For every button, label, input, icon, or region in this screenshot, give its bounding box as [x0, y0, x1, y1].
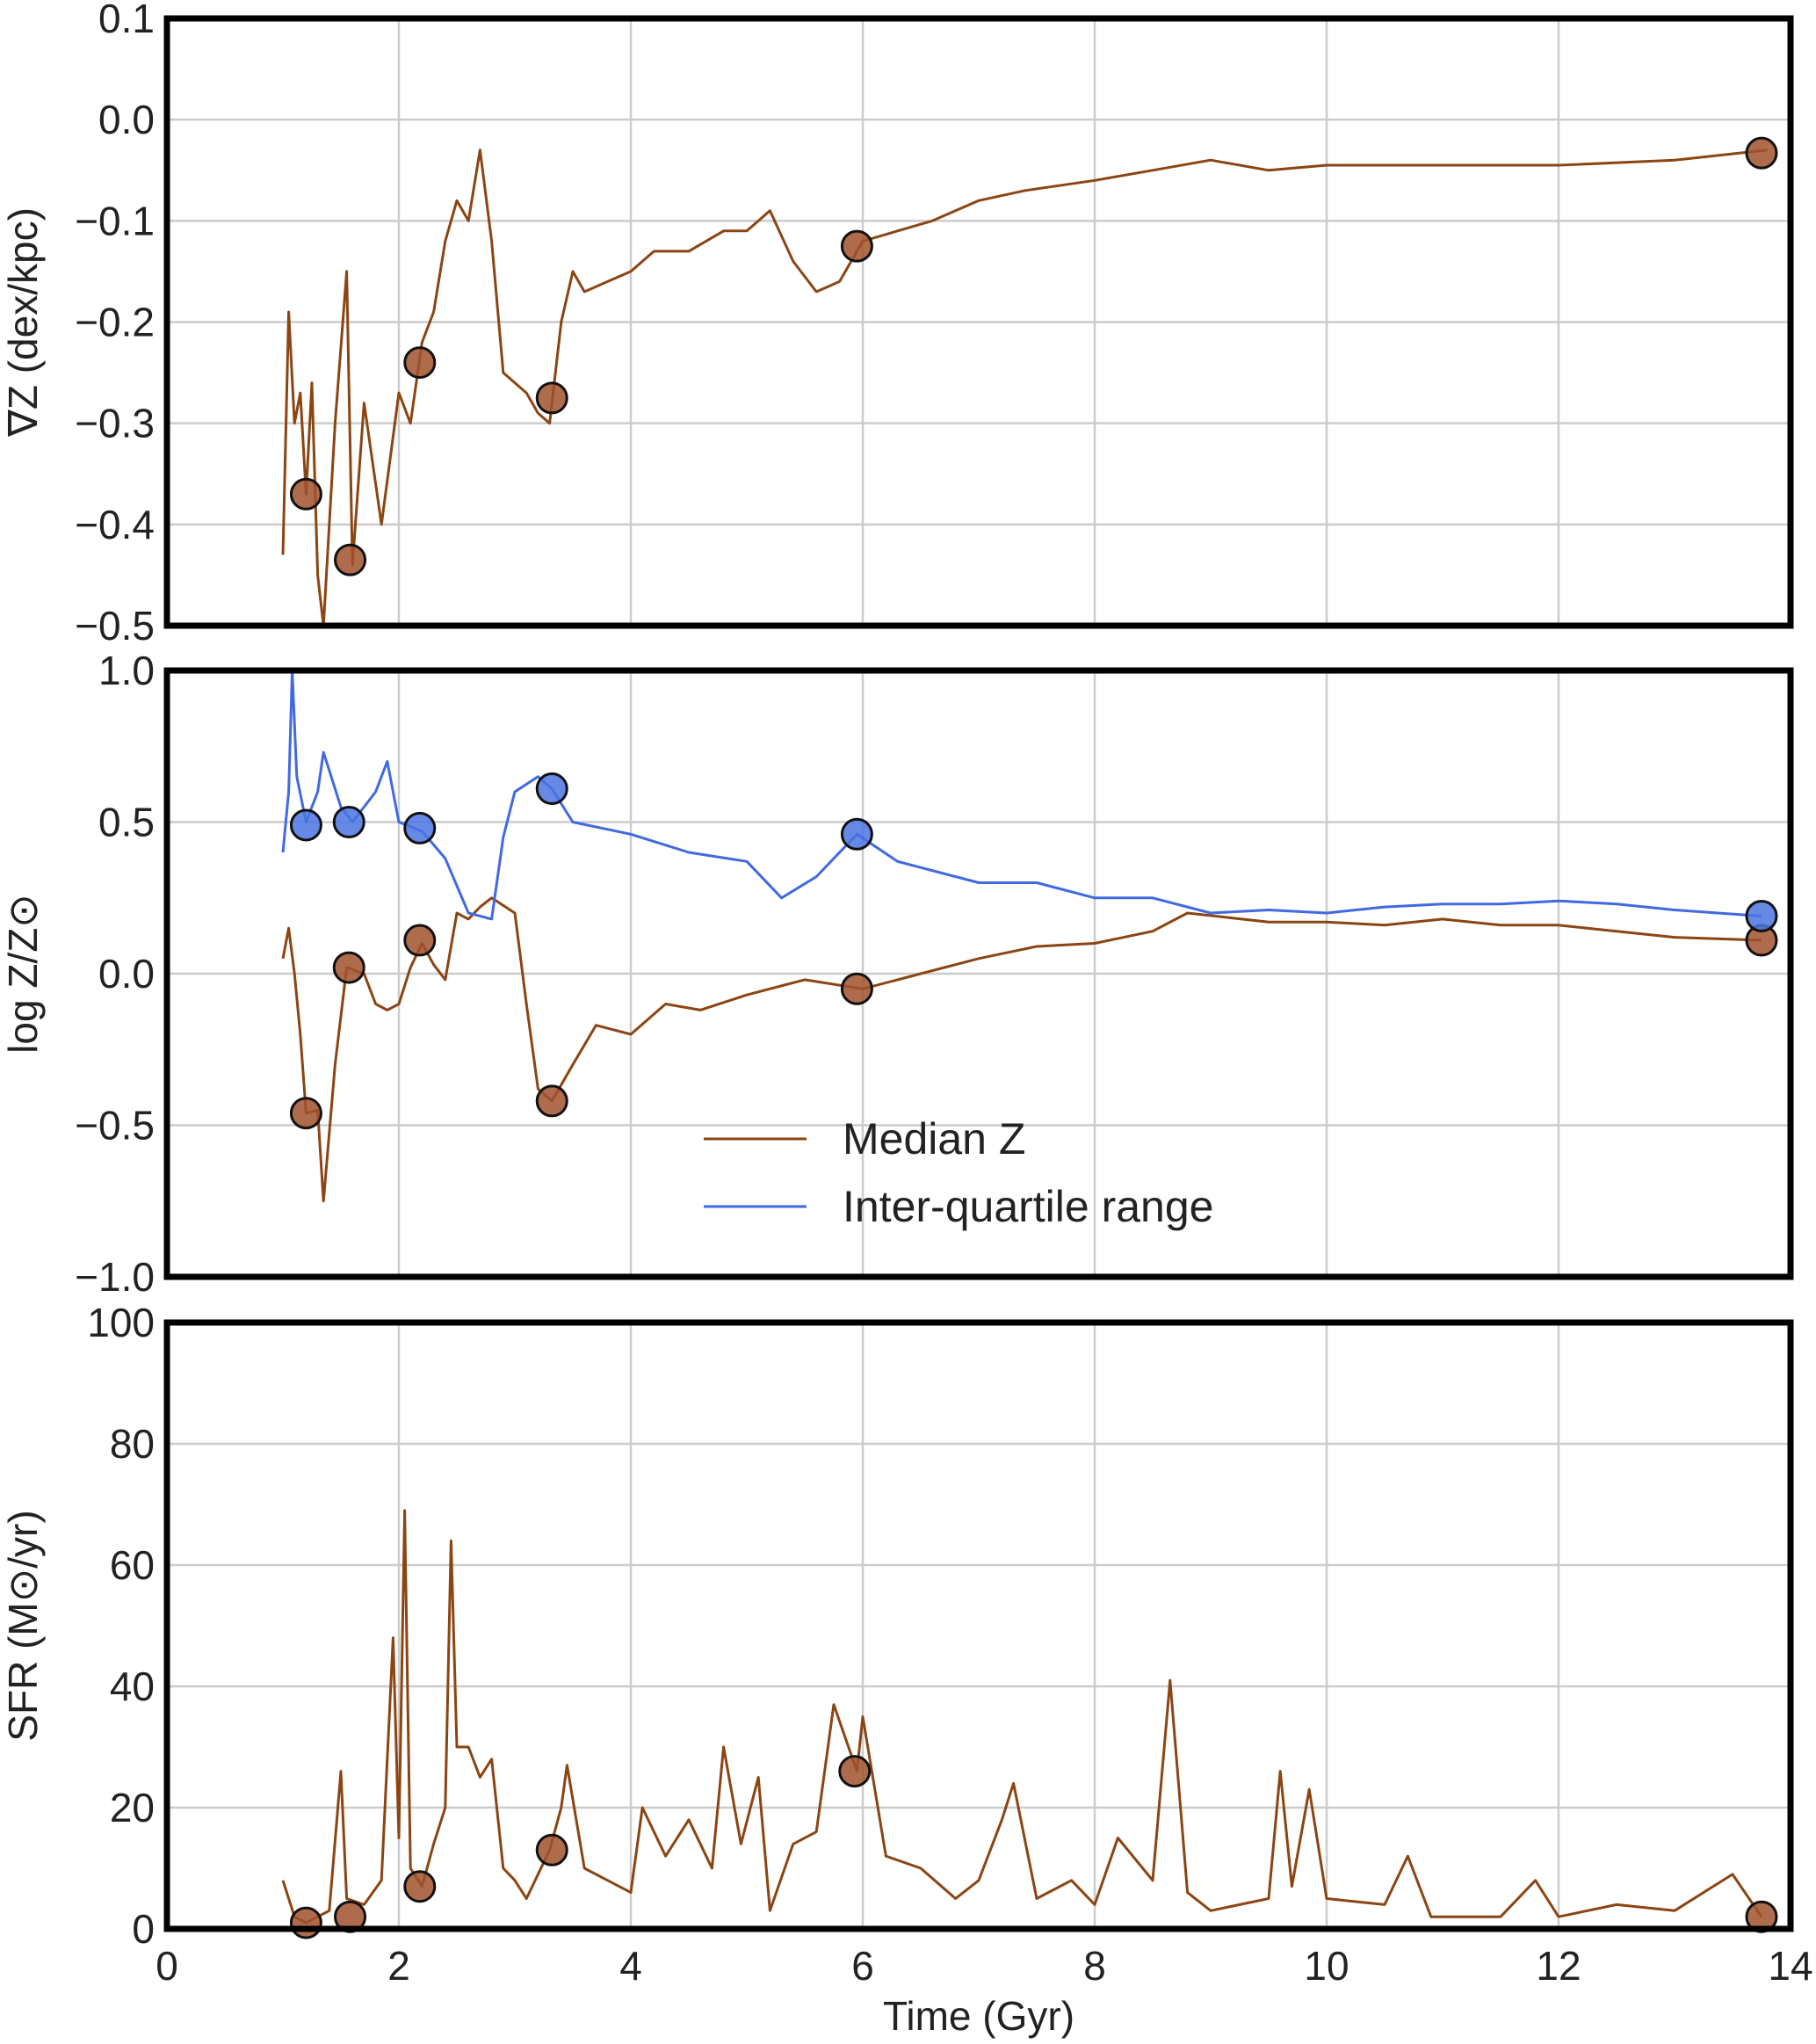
- gradient-panel: 0.1 0.0 −0.1 −0.2 −0.3 −0.4 −0.5 ∇Z (dex/kpc): [0, 0, 1794, 649]
- y-tick-label: 0.0: [98, 951, 155, 997]
- snapshot-marker: [332, 806, 365, 838]
- snapshot-marker: [289, 808, 322, 842]
- snapshot-marker: [535, 1833, 568, 1866]
- y-tick-label: 80: [110, 1421, 155, 1467]
- x-tick-label: 10: [1304, 1943, 1349, 1989]
- y-tick-label: 1.0: [98, 648, 155, 693]
- snapshot-marker: [840, 817, 873, 851]
- y-tick-label: −0.2: [75, 300, 155, 345]
- snapshot-marker: [289, 1906, 322, 1939]
- snapshot-marker: [289, 477, 322, 511]
- x-tick-label: 8: [1083, 1943, 1106, 1989]
- y-axis-label: SFR (M⊙/yr): [0, 1510, 46, 1741]
- snapshot-marker: [535, 1084, 568, 1118]
- y-tick-label: −0.3: [75, 401, 155, 446]
- legend-label: Inter-quartile range: [843, 1182, 1213, 1231]
- series-line-gradient: [281, 149, 1768, 626]
- snapshot-marker: [403, 1870, 437, 1903]
- y-tick-label: 0.5: [98, 800, 155, 845]
- y-tick-label: 40: [110, 1663, 155, 1709]
- legend: Median Z Inter-quartile range: [704, 1114, 1213, 1231]
- metallicity-panel: 1.0 0.5 0.0 −0.5 −1.0 log Z/Z⊙ Median Z Inter-q…: [0, 648, 1794, 1300]
- snapshot-marker: [535, 772, 568, 806]
- x-axis-label: Time (Gyr): [883, 1993, 1074, 2039]
- sfr-panel: 100 80 60 40 20 00 2 4 6 8 10 12 14 SFR (M⊙/yr): [0, 1300, 1813, 1989]
- y-tick-label: −0.1: [75, 198, 155, 243]
- x-tick-label: 6: [851, 1943, 874, 1989]
- y-tick-label: 0.1: [98, 0, 155, 41]
- snapshot-marker: [403, 811, 437, 844]
- y-tick-label: −0.5: [75, 1103, 155, 1149]
- y-axis-label: log Z/Z⊙: [0, 894, 46, 1054]
- snapshot-marker: [403, 346, 437, 380]
- x-tick-label: 14: [1768, 1943, 1812, 1989]
- snapshot-marker: [838, 1755, 872, 1788]
- snapshot-marker: [840, 229, 873, 263]
- snapshot-marker: [334, 543, 367, 576]
- y-tick-label: −0.4: [75, 502, 155, 547]
- y-axis-label: ∇Z (dex/kpc): [0, 207, 46, 438]
- y-tick-label: 100: [87, 1300, 155, 1345]
- series-line-sfr: [281, 1509, 1763, 1924]
- y-tick-label: −1.0: [75, 1254, 155, 1300]
- snapshot-marker: [535, 381, 568, 415]
- plot-frame: [163, 15, 1794, 629]
- plot-area: [281, 149, 1768, 626]
- plot-area: [281, 1509, 1763, 1924]
- plot-frame: [163, 667, 1794, 1280]
- y-tick-label: −0.5: [75, 603, 155, 649]
- x-tick-label: 2: [387, 1943, 410, 1989]
- y-tick-label: 0: [132, 1906, 155, 1952]
- y-tick-label: 0.0: [98, 97, 155, 142]
- x-tick-label: 4: [619, 1943, 642, 1989]
- snapshot-marker: [289, 1097, 322, 1130]
- snapshot-marker: [840, 972, 873, 1005]
- x-tick-label: 0: [156, 1943, 178, 1989]
- snapshot-marker: [1745, 899, 1778, 932]
- legend-label: Median Z: [843, 1114, 1025, 1163]
- snapshot-marker: [1745, 136, 1778, 170]
- series-line-inter-quartile-range: [281, 670, 1762, 921]
- y-tick-label: 20: [110, 1785, 155, 1830]
- snapshot-marker: [332, 951, 365, 984]
- y-tick-label: 60: [110, 1542, 155, 1588]
- plot-frame: [163, 1319, 1794, 1932]
- snapshot-marker: [403, 924, 437, 957]
- x-tick-label: 12: [1536, 1943, 1581, 1989]
